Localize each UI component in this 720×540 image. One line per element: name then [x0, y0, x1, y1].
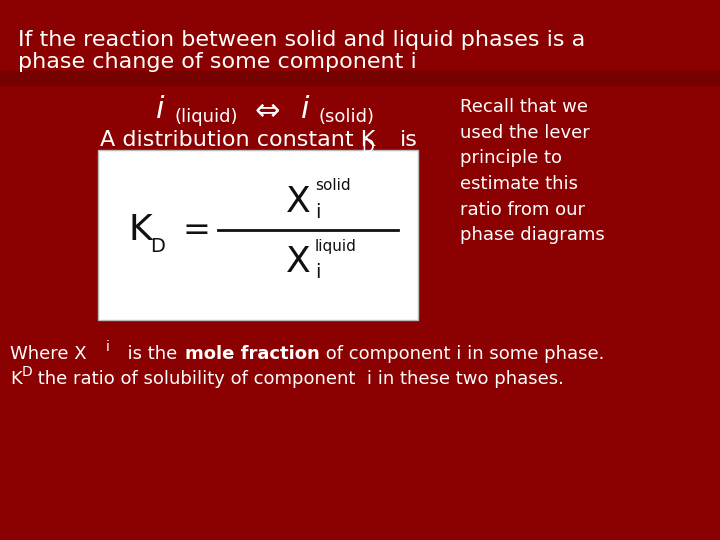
Text: (liquid): (liquid) — [175, 108, 238, 126]
Text: D: D — [22, 365, 32, 379]
Text: Recall that we
used the lever
principle to
estimate this
ratio from our
phase di: Recall that we used the lever principle … — [460, 98, 605, 245]
Text: i: i — [315, 262, 320, 281]
Text: i: i — [106, 340, 110, 354]
Text: mole fraction: mole fraction — [185, 345, 320, 363]
Text: Where X: Where X — [10, 345, 86, 363]
Text: liquid: liquid — [315, 239, 357, 253]
Text: X: X — [286, 185, 310, 219]
Text: K: K — [10, 370, 22, 388]
Text: D: D — [150, 237, 165, 255]
Text: D: D — [361, 138, 374, 156]
Text: the ratio of solubility of component  i in these two phases.: the ratio of solubility of component i i… — [32, 370, 564, 388]
Text: phase change of some component i: phase change of some component i — [18, 52, 417, 72]
Text: is the: is the — [116, 345, 183, 363]
Text: solid: solid — [315, 179, 351, 193]
Bar — [98, 150, 418, 320]
Text: is: is — [400, 130, 418, 150]
Text: K: K — [128, 213, 152, 247]
Text: =: = — [183, 213, 211, 246]
Bar — [0, 71, 720, 85]
Text: $\Leftrightarrow$: $\Leftrightarrow$ — [249, 96, 281, 125]
Text: i: i — [315, 202, 320, 221]
Text: $i$: $i$ — [300, 96, 310, 125]
Text: A distribution constant K: A distribution constant K — [100, 130, 375, 150]
Text: If the reaction between solid and liquid phases is a: If the reaction between solid and liquid… — [18, 30, 585, 50]
Text: (solid): (solid) — [318, 108, 374, 126]
Text: X: X — [286, 245, 310, 279]
Text: $i$: $i$ — [155, 96, 166, 125]
Text: of component i in some phase.: of component i in some phase. — [320, 345, 604, 363]
